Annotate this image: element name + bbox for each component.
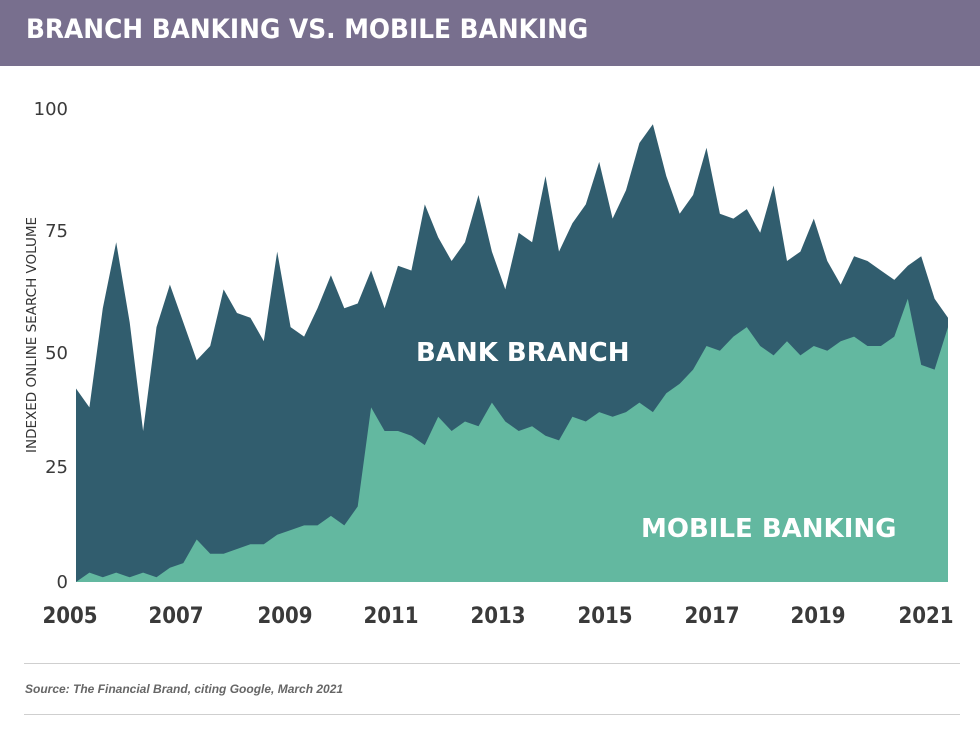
divider-bottom: [24, 714, 960, 715]
x-tick-2021: 2021: [898, 604, 954, 629]
x-tick-2005: 2005: [42, 604, 98, 629]
y-tick-0: 0: [56, 572, 68, 593]
area-chart: [76, 124, 948, 582]
y-tick-25: 25: [45, 457, 68, 478]
chart-title: BRANCH BANKING VS. MOBILE BANKING: [26, 14, 589, 45]
x-tick-2019: 2019: [790, 604, 846, 629]
x-tick-2013: 2013: [470, 604, 526, 629]
source-note: Source: The Financial Brand, citing Goog…: [25, 682, 344, 696]
header-banner: BRANCH BANKING VS. MOBILE BANKING: [0, 0, 980, 66]
bank-branch-label: BANK BRANCH: [416, 338, 630, 368]
mobile-banking-label: MOBILE BANKING: [641, 514, 897, 544]
y-tick-75: 75: [45, 221, 68, 242]
divider-top: [24, 663, 960, 664]
x-tick-2009: 2009: [257, 604, 313, 629]
mobile-banking-area: [76, 298, 948, 582]
x-tick-2015: 2015: [577, 604, 633, 629]
x-tick-2017: 2017: [684, 604, 740, 629]
x-tick-2011: 2011: [363, 604, 419, 629]
y-tick-50: 50: [45, 343, 68, 364]
y-tick-100: 100: [33, 99, 68, 120]
x-tick-2007: 2007: [148, 604, 204, 629]
